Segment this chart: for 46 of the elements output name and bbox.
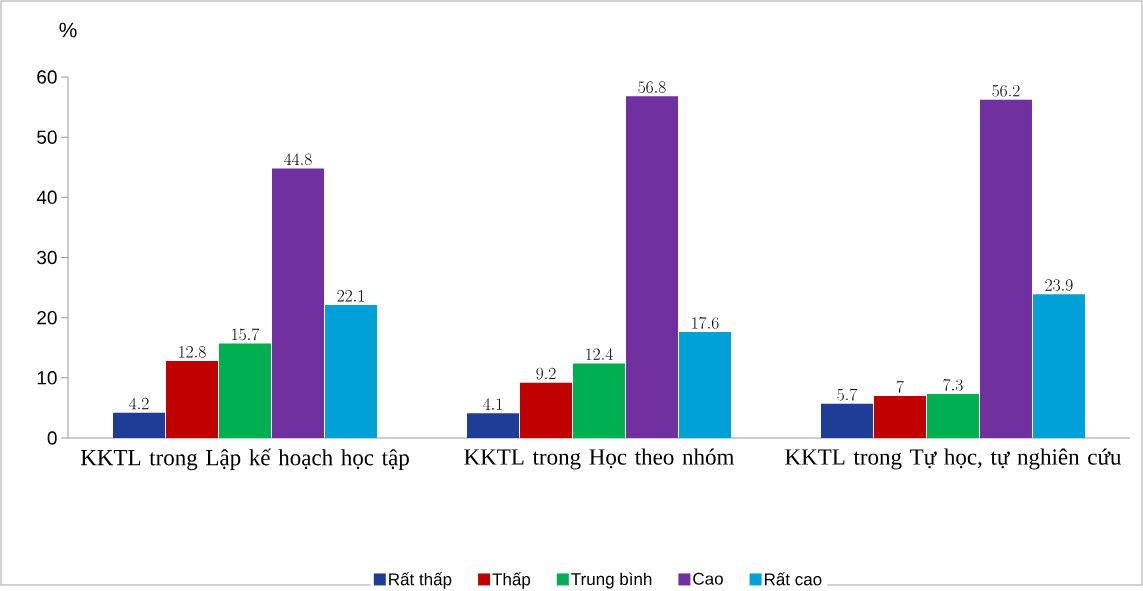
data-label: 56.2 [992, 85, 1020, 97]
y-tick-label: 0 [47, 431, 57, 445]
bar [166, 361, 218, 439]
x-tick-label: KKTL trong Tự học, tự nghiên cứu [785, 448, 1122, 470]
data-label: 7.3 [943, 378, 963, 391]
y-tick-label: 40 [36, 190, 57, 205]
y-tick-label: 60 [37, 70, 57, 84]
y-tick-label: 30 [37, 250, 57, 265]
legend-label: Rất thấp [389, 572, 452, 589]
data-label: 15.7 [232, 328, 260, 341]
legend-label: Thấp [492, 572, 531, 589]
bar [979, 100, 1032, 439]
data-label: 56.8 [638, 81, 666, 94]
y-tick-label: 20 [37, 311, 57, 325]
data-label: 12.4 [586, 348, 613, 360]
data-label: 7 [896, 380, 904, 393]
bar [820, 403, 873, 439]
data-label: 5.7 [837, 388, 858, 401]
bar [113, 412, 165, 439]
data-label: 17.6 [692, 317, 719, 329]
bar [873, 396, 926, 439]
bar [519, 382, 572, 439]
x-tick-label: KKTL trong Học theo nhóm [464, 448, 735, 470]
bar [219, 343, 271, 439]
data-label: 23.9 [1045, 279, 1073, 292]
y-axis-title: % [59, 22, 77, 38]
legend-label: Rất cao [764, 572, 822, 586]
bar [625, 96, 678, 439]
bar [272, 168, 324, 439]
y-tick-label: 50 [37, 130, 57, 145]
bar [325, 305, 377, 439]
data-label: 22. 1 [337, 290, 364, 302]
legend-label: Trung bình [571, 572, 652, 589]
bar [466, 413, 519, 439]
legend-label: Cao [693, 572, 723, 585]
bar [1032, 294, 1085, 439]
data-label: 12.8 [179, 346, 206, 358]
bar [678, 332, 731, 439]
data-label: 4. 1 [483, 398, 502, 410]
y-tick-label: 10 [37, 371, 57, 385]
bar [926, 394, 979, 439]
data-label: 9.2 [536, 367, 556, 380]
data-label: 4.2 [129, 397, 149, 410]
x-tick-label: KKTL trong Lập kế hoạch học tập [80, 448, 409, 471]
data-label: 44.8 [284, 153, 312, 166]
bar [572, 363, 625, 439]
